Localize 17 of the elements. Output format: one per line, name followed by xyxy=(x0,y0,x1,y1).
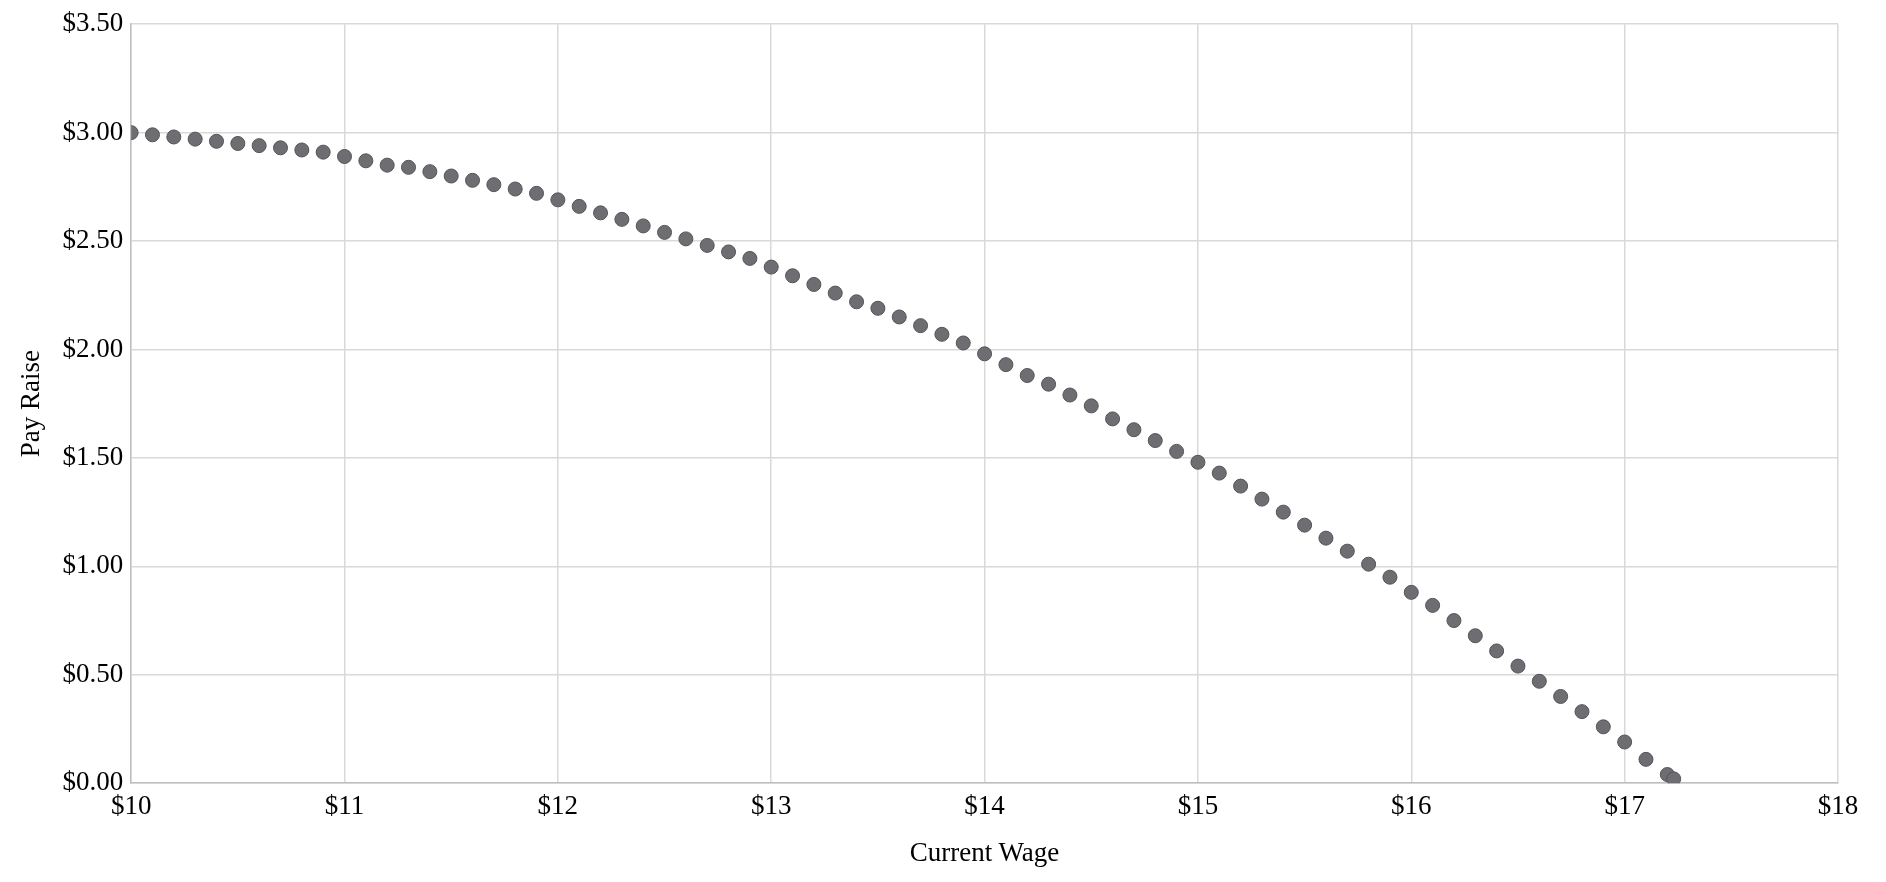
x-tick-label: $14 xyxy=(964,790,1006,821)
x-tick-label: $17 xyxy=(1604,790,1645,821)
y-tick-label: $2.00 xyxy=(62,332,124,363)
y-axis-title: Pay Raise xyxy=(15,350,46,458)
x-tick-label: $11 xyxy=(324,790,365,821)
y-tick-label: $2.50 xyxy=(62,224,124,255)
y-tick-label: $0.50 xyxy=(62,657,124,688)
x-tick-label: $18 xyxy=(1817,790,1859,821)
x-axis-title: Current Wage xyxy=(909,836,1060,867)
y-tick-label: $1.00 xyxy=(62,549,124,580)
y-tick-label: $3.50 xyxy=(62,7,124,38)
x-tick-label: $16 xyxy=(1391,790,1432,821)
x-tick-label: $15 xyxy=(1177,790,1219,821)
x-tick-label: $12 xyxy=(537,790,579,821)
y-tick-label: $1.50 xyxy=(62,441,124,472)
y-tick-label: $3.00 xyxy=(62,115,124,146)
x-tick-label: $13 xyxy=(750,790,792,821)
